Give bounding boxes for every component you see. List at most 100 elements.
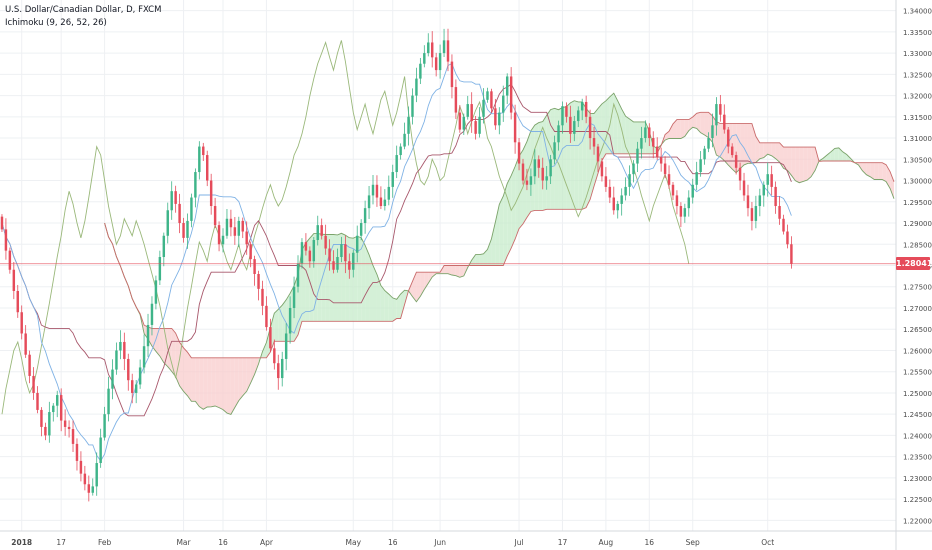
cloud-segment-bearish (672, 119, 677, 139)
candle-down (20, 305, 23, 340)
indicator-legend[interactable]: Ichimoku (9, 26, 52, 26) (5, 18, 107, 28)
candle-body (174, 191, 177, 204)
candle-body (20, 312, 23, 334)
candle-body (344, 244, 347, 262)
candle-body (454, 87, 458, 113)
candle-body (63, 420, 67, 427)
candle-body (59, 395, 63, 421)
candle-body (675, 195, 679, 207)
y-tick-label: 1.24500 (903, 411, 932, 419)
candle-up (134, 380, 138, 404)
candle-body (446, 40, 450, 62)
candle-body (474, 121, 477, 134)
cloud-segment-bearish (195, 357, 200, 407)
y-tick-label: 1.26500 (903, 326, 932, 334)
candle-down (786, 224, 789, 249)
candle-body (123, 341, 126, 359)
candle-body (107, 388, 110, 415)
candle-body (750, 208, 754, 221)
candle-up (703, 145, 706, 165)
candle-body (754, 206, 758, 221)
candle-body (640, 138, 643, 149)
candle-down (569, 105, 572, 143)
candle-body (687, 197, 690, 209)
candle-body (679, 206, 683, 217)
candle-down (719, 94, 722, 122)
cloud-segment-bearish (866, 162, 871, 177)
candle-down (490, 88, 493, 113)
candle-body (659, 157, 663, 164)
candle-up (198, 141, 201, 180)
candle-body (182, 223, 185, 238)
cloud-segment-bearish (211, 357, 216, 407)
candle-body (131, 380, 134, 393)
candle-down (24, 325, 27, 358)
candle-body (730, 146, 734, 156)
candle-body (632, 163, 635, 175)
candle-up (103, 406, 106, 441)
cloud-segment-bullish (376, 274, 381, 322)
cloud-segment-bearish (747, 123, 752, 164)
chart-title: U.S. Dollar/Canadian Dollar, D, FXCM (5, 5, 162, 15)
candle-body (600, 161, 604, 177)
cloud-segment-bearish (684, 119, 689, 137)
y-tick-label: 1.22500 (903, 496, 932, 504)
candle-up (529, 168, 533, 196)
cloud-segment-bearish (420, 272, 425, 297)
candle-down (59, 388, 63, 432)
candle-up (407, 106, 410, 146)
y-tick-label: 1.25000 (903, 390, 932, 398)
cloud-segment-bearish (428, 272, 433, 284)
candle-body (111, 369, 114, 389)
cloud-segment-bearish (451, 265, 456, 276)
candle-down (730, 143, 734, 158)
cloud-segment-bullish (617, 100, 622, 154)
cloud-segment-bearish (455, 265, 460, 278)
candle-up (403, 122, 406, 150)
cloud-segment-bearish (744, 123, 748, 165)
candle-up (561, 101, 564, 134)
candle-body (482, 99, 485, 117)
candle-body (683, 208, 687, 217)
cloud-segment-bullish (625, 116, 630, 154)
candle-body (719, 104, 722, 115)
candle-down (770, 165, 773, 196)
cloud-segment-bearish (878, 162, 883, 180)
candle-down (328, 239, 331, 271)
cloud-segment-bearish (254, 357, 259, 375)
candle-down (450, 54, 454, 99)
candle-body (371, 184, 375, 196)
candle-up (119, 330, 122, 360)
candle-body (671, 184, 675, 196)
candle-body (36, 392, 39, 410)
candle-down (470, 92, 473, 133)
candle-body (8, 250, 12, 270)
candle-up (573, 115, 576, 142)
cloud-segment-bullish (392, 297, 397, 322)
candle-body (273, 348, 276, 364)
candle-down (750, 201, 754, 231)
candle-body (300, 242, 304, 264)
cloud-segment-bullish (542, 115, 547, 211)
candle-down (75, 438, 79, 471)
candle-body (644, 127, 647, 139)
cloud-segment-bullish (333, 234, 338, 322)
candle-body (513, 112, 517, 143)
candle-up (754, 195, 758, 229)
candle-body (316, 225, 319, 241)
candle-down (521, 158, 525, 185)
candle-down (774, 181, 777, 214)
candle-up (695, 161, 698, 191)
cloud-segment-bullish (491, 221, 496, 266)
candle-up (142, 334, 146, 374)
candle-body (636, 148, 639, 164)
cloud-segment-bearish (444, 265, 448, 274)
x-tick-label: Mar (176, 538, 191, 547)
candle-body (537, 159, 541, 168)
candle-body (280, 358, 284, 379)
candle-body (190, 197, 193, 221)
candle-up (711, 113, 714, 148)
candle-up (466, 95, 469, 120)
